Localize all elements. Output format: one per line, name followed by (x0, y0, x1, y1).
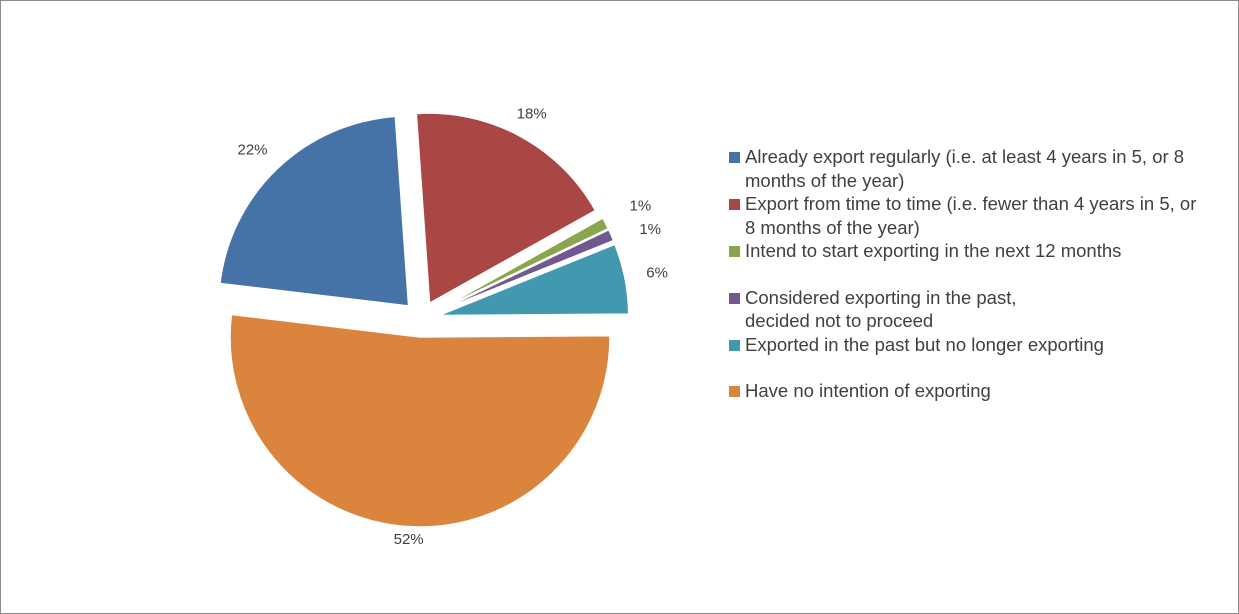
legend-item: Intend to start exporting in the next 12… (729, 239, 1209, 263)
data-label: 1% (629, 197, 651, 214)
pie-slice (415, 112, 597, 305)
legend-label: Have no intention of exporting (745, 380, 991, 401)
legend-swatch (729, 292, 740, 304)
legend-swatch (729, 152, 740, 163)
pie-slice (438, 243, 630, 317)
pie-slice (437, 228, 615, 313)
pie-slice (219, 115, 410, 307)
data-label: 52% (394, 531, 424, 548)
legend-item: Export from time to time (i.e. fewer tha… (729, 192, 1209, 239)
legend-swatch (729, 246, 740, 257)
legend-swatch (729, 386, 740, 397)
legend-label: Intend to start exporting in the next 12… (745, 240, 1122, 261)
legend-label: Exported in the past but no longer expor… (745, 333, 1104, 355)
legend-label: Export from time to time (i.e. fewer tha… (745, 193, 1197, 238)
legend-item: Exported in the past but no longer expor… (729, 333, 1209, 357)
pie-slice (436, 217, 610, 312)
data-label: 22% (238, 141, 268, 158)
legend-item: Already export regularly (i.e. at least … (729, 145, 1209, 192)
legend-item: Have no intention of exporting (729, 379, 1209, 403)
pie-slice (229, 313, 611, 528)
legend-item: Considered exporting in the past, decide… (729, 286, 1209, 333)
data-label: 18% (517, 105, 547, 122)
legend-swatch (729, 339, 740, 351)
data-label: 1% (639, 221, 661, 238)
legend-label: Already export regularly (i.e. at least … (745, 146, 1185, 191)
legend: Already export regularly (i.e. at least … (729, 145, 1209, 403)
legend-swatch (729, 199, 740, 210)
legend-label: Considered exporting in the past, decide… (745, 286, 1017, 332)
data-label: 6% (646, 264, 668, 281)
